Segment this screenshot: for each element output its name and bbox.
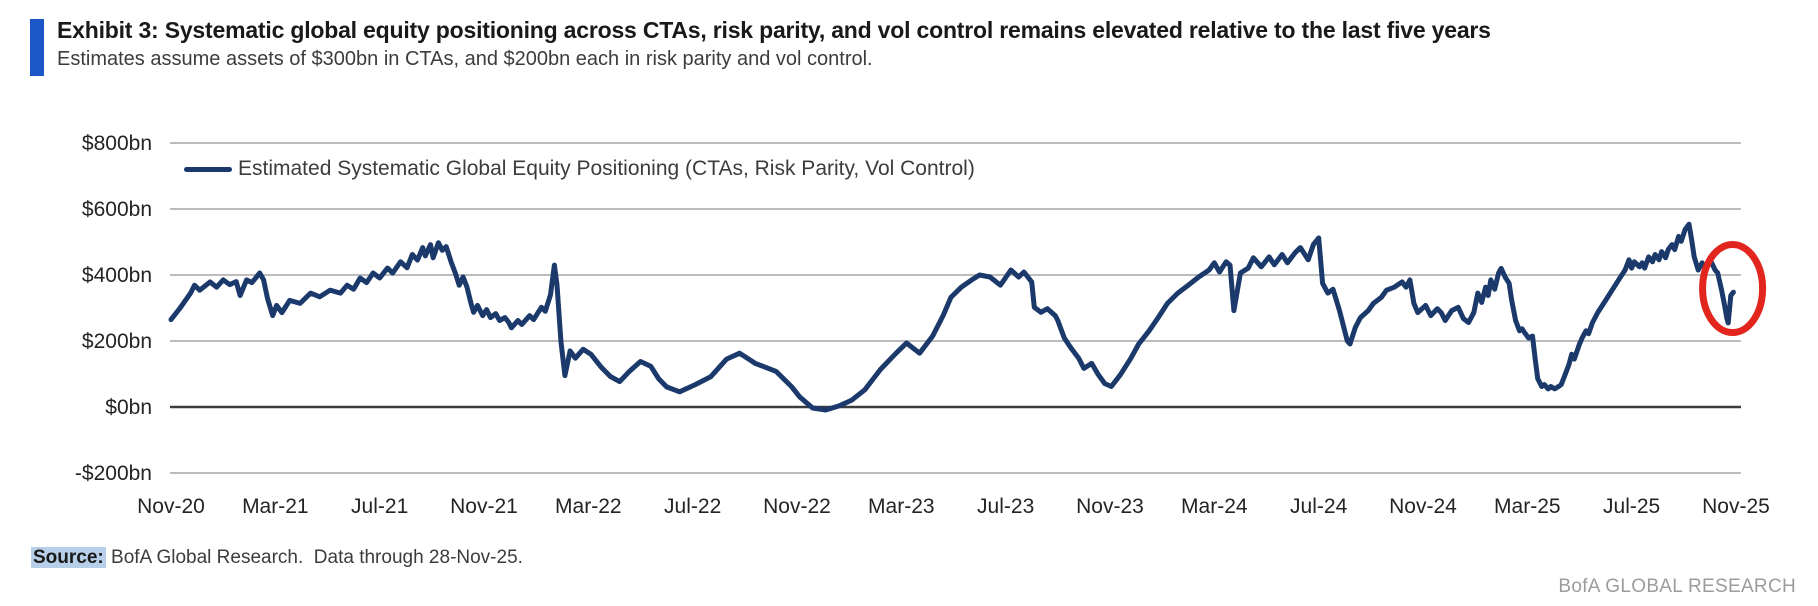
positioning-series-line: [168, 221, 1736, 413]
y-tick-label: $0bn: [105, 396, 152, 419]
y-tick-label: $600bn: [82, 198, 152, 221]
chart-legend: Estimated Systematic Global Equity Posit…: [184, 157, 975, 181]
annotation-group: [1699, 241, 1767, 337]
exhibit-subtitle: Estimates assume assets of $300bn in CTA…: [57, 48, 873, 70]
x-tick-label: Jul-21: [351, 495, 408, 518]
highlight-circle-annotation: [1699, 241, 1767, 337]
x-tick-label: Nov-23: [1076, 495, 1144, 518]
legend-label: Estimated Systematic Global Equity Posit…: [238, 157, 975, 180]
source-line: Source: BofA Global Research. Data throu…: [31, 547, 523, 569]
x-tick-label: Mar-22: [555, 495, 622, 518]
x-tick-label: Nov-20: [137, 495, 205, 518]
x-tick-label: Mar-25: [1494, 495, 1561, 518]
exhibit-title: Exhibit 3: Systematic global equity posi…: [57, 17, 1491, 43]
y-tick-label: -$200bn: [75, 462, 152, 485]
x-axis-labels: Nov-20 Mar-21 Jul-21 Nov-21 Mar-22 Jul-22 Nov-…: [137, 495, 1770, 518]
x-tick-label: Nov-22: [763, 495, 831, 518]
y-tick-label: $800bn: [82, 132, 152, 155]
x-tick-label: Nov-25: [1702, 495, 1770, 518]
x-tick-label: Nov-24: [1389, 495, 1457, 518]
x-tick-label: Mar-23: [868, 495, 935, 518]
legend-line-swatch: [184, 166, 232, 172]
source-label: Source:: [31, 547, 106, 568]
source-text: BofA Global Research. Data through 28-No…: [105, 547, 523, 568]
x-tick-label: Jul-24: [1290, 495, 1348, 518]
x-tick-label: Nov-21: [450, 495, 518, 518]
x-tick-label: Jul-25: [1603, 495, 1660, 518]
y-axis-labels: $800bn $600bn $400bn $200bn $0bn -$200bn: [75, 132, 152, 485]
x-tick-label: Mar-24: [1181, 495, 1248, 518]
series-line-group: [168, 221, 1736, 413]
y-tick-label: $200bn: [82, 330, 152, 353]
x-tick-label: Jul-22: [664, 495, 721, 518]
x-tick-label: Mar-21: [242, 495, 309, 518]
exhibit-accent-bar: [30, 19, 44, 76]
x-tick-label: Jul-23: [977, 495, 1034, 518]
y-tick-label: $400bn: [82, 264, 152, 287]
brand-footer: BofA GLOBAL RESEARCH: [1558, 576, 1796, 597]
gridlines: [170, 142, 1741, 474]
